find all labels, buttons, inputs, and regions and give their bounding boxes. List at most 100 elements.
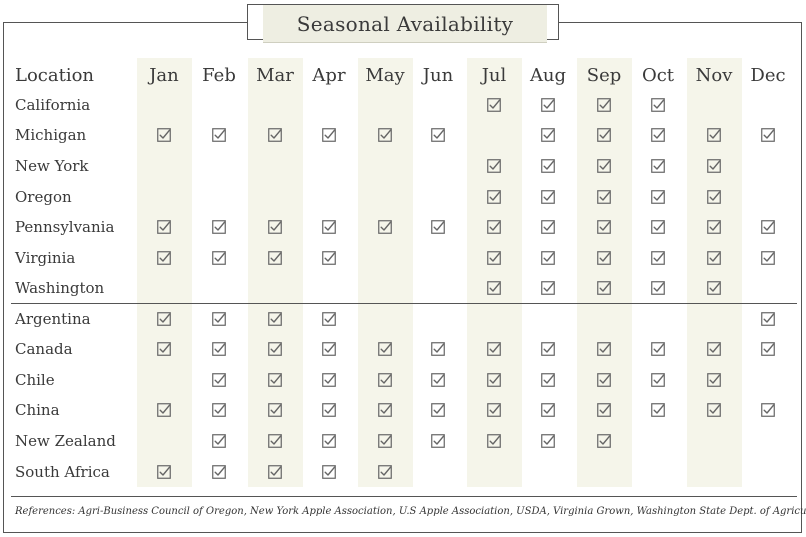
checked-box-icon bbox=[268, 465, 282, 479]
month-header-nov: Nov bbox=[695, 64, 733, 86]
checked-box-icon bbox=[541, 251, 555, 265]
checked-box-icon bbox=[707, 281, 721, 295]
checked-box-icon bbox=[268, 434, 282, 448]
checked-box-icon bbox=[487, 281, 501, 295]
title-box: Seasonal Availability bbox=[247, 4, 559, 43]
location-label: California bbox=[15, 96, 91, 114]
checked-box-icon bbox=[651, 128, 665, 142]
group-divider bbox=[11, 303, 797, 304]
shaded-column-sep bbox=[576, 58, 632, 487]
checked-box-icon bbox=[431, 128, 445, 142]
shaded-column-nov bbox=[686, 58, 742, 487]
checked-box-icon bbox=[268, 312, 282, 326]
checked-box-icon bbox=[212, 220, 226, 234]
month-header-oct: Oct bbox=[641, 64, 675, 86]
checked-box-icon bbox=[707, 190, 721, 204]
checked-box-icon bbox=[212, 465, 226, 479]
checked-box-icon bbox=[541, 159, 555, 173]
month-header-dec: Dec bbox=[750, 64, 786, 86]
checked-box-icon bbox=[378, 128, 392, 142]
checked-box-icon bbox=[212, 342, 226, 356]
checked-box-icon bbox=[761, 220, 775, 234]
checked-box-icon bbox=[651, 251, 665, 265]
checked-box-icon bbox=[212, 373, 226, 387]
shaded-column-may bbox=[357, 58, 413, 487]
checked-box-icon bbox=[597, 220, 611, 234]
checked-box-icon bbox=[597, 434, 611, 448]
checked-box-icon bbox=[212, 251, 226, 265]
checked-box-icon bbox=[761, 403, 775, 417]
checked-box-icon bbox=[707, 159, 721, 173]
checked-box-icon bbox=[431, 434, 445, 448]
checked-box-icon bbox=[268, 251, 282, 265]
month-header-jun: Jun bbox=[422, 64, 454, 86]
location-label: Michigan bbox=[15, 126, 87, 144]
shaded-column-mar bbox=[247, 58, 303, 487]
checked-box-icon bbox=[597, 251, 611, 265]
checked-box-icon bbox=[597, 342, 611, 356]
location-label: Chile bbox=[15, 371, 55, 389]
checked-box-icon bbox=[378, 403, 392, 417]
checked-box-icon bbox=[322, 465, 336, 479]
checked-box-icon bbox=[378, 434, 392, 448]
location-label: Oregon bbox=[15, 188, 72, 206]
checked-box-icon bbox=[487, 220, 501, 234]
checked-box-icon bbox=[597, 128, 611, 142]
checked-box-icon bbox=[541, 281, 555, 295]
checked-box-icon bbox=[707, 403, 721, 417]
checked-box-icon bbox=[378, 220, 392, 234]
checked-box-icon bbox=[651, 281, 665, 295]
checked-box-icon bbox=[541, 98, 555, 112]
checked-box-icon bbox=[212, 403, 226, 417]
checked-box-icon bbox=[212, 312, 226, 326]
checked-box-icon bbox=[761, 251, 775, 265]
location-label: China bbox=[15, 401, 60, 419]
checked-box-icon bbox=[707, 220, 721, 234]
checked-box-icon bbox=[378, 465, 392, 479]
checked-box-icon bbox=[322, 434, 336, 448]
checked-box-icon bbox=[157, 251, 171, 265]
checked-box-icon bbox=[157, 342, 171, 356]
checked-box-icon bbox=[761, 342, 775, 356]
location-label: Washington bbox=[15, 279, 105, 297]
checked-box-icon bbox=[597, 281, 611, 295]
month-header-mar: Mar bbox=[256, 64, 294, 86]
checked-box-icon bbox=[268, 403, 282, 417]
shaded-column-jul bbox=[466, 58, 522, 487]
checked-box-icon bbox=[322, 342, 336, 356]
checked-box-icon bbox=[487, 342, 501, 356]
checked-box-icon bbox=[597, 98, 611, 112]
checked-box-icon bbox=[651, 220, 665, 234]
references-divider bbox=[11, 496, 797, 497]
checked-box-icon bbox=[597, 403, 611, 417]
checked-box-icon bbox=[651, 373, 665, 387]
checked-box-icon bbox=[487, 190, 501, 204]
checked-box-icon bbox=[487, 98, 501, 112]
checked-box-icon bbox=[157, 128, 171, 142]
location-label: South Africa bbox=[15, 463, 110, 481]
checked-box-icon bbox=[651, 190, 665, 204]
checked-box-icon bbox=[651, 98, 665, 112]
checked-box-icon bbox=[322, 312, 336, 326]
checked-box-icon bbox=[541, 190, 555, 204]
checked-box-icon bbox=[707, 373, 721, 387]
location-label: New Zealand bbox=[15, 432, 116, 450]
checked-box-icon bbox=[212, 434, 226, 448]
checked-box-icon bbox=[487, 373, 501, 387]
checked-box-icon bbox=[157, 403, 171, 417]
checked-box-icon bbox=[212, 128, 226, 142]
checked-box-icon bbox=[157, 312, 171, 326]
checked-box-icon bbox=[597, 373, 611, 387]
checked-box-icon bbox=[597, 159, 611, 173]
checked-box-icon bbox=[431, 342, 445, 356]
checked-box-icon bbox=[651, 403, 665, 417]
location-label: Virginia bbox=[15, 249, 76, 267]
checked-box-icon bbox=[268, 373, 282, 387]
month-header-feb: Feb bbox=[202, 64, 236, 86]
references-note: References: Agri-Business Council of Ore… bbox=[15, 506, 806, 517]
checked-box-icon bbox=[322, 403, 336, 417]
month-header-jan: Jan bbox=[149, 64, 179, 86]
checked-box-icon bbox=[651, 342, 665, 356]
checked-box-icon bbox=[268, 128, 282, 142]
checked-box-icon bbox=[322, 128, 336, 142]
